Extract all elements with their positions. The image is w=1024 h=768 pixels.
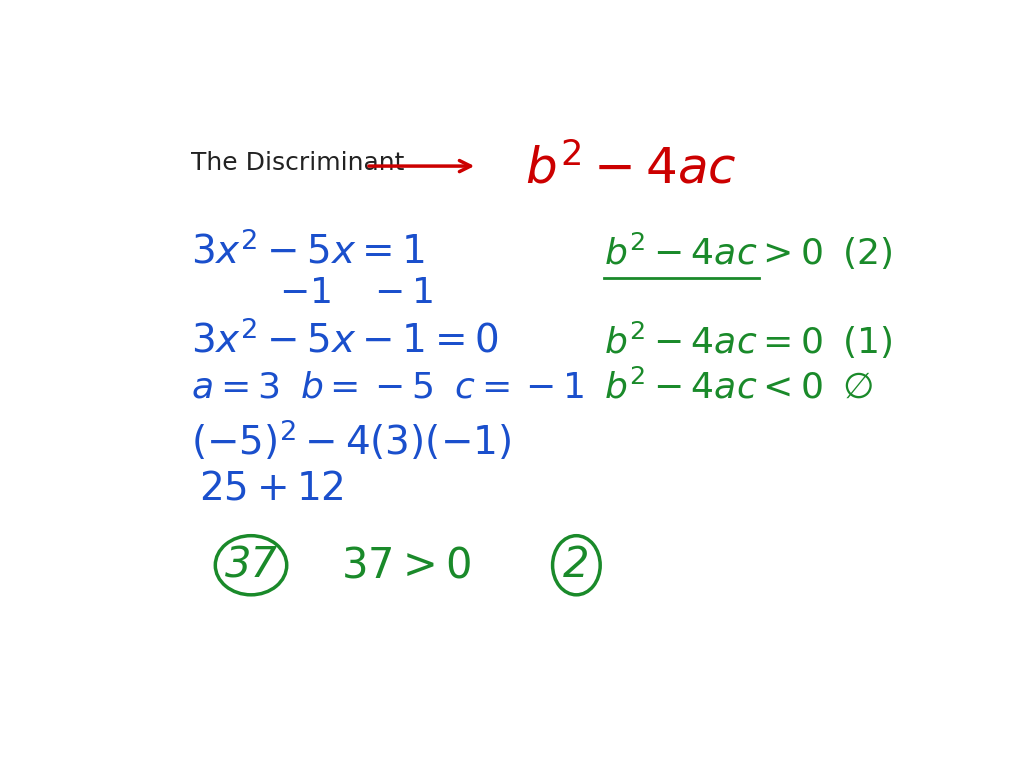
Text: $b^2-4ac = 0 \;\; (1)$: $b^2-4ac = 0 \;\; (1)$ xyxy=(604,320,893,361)
Text: $3x^2- 5x =1$: $3x^2- 5x =1$ xyxy=(191,232,426,272)
Text: $37 > 0$: $37 > 0$ xyxy=(341,545,471,586)
Text: $a{=}3 \;\; b{=}-5 \;\; c{=}-1$: $a{=}3 \;\; b{=}-5 \;\; c{=}-1$ xyxy=(191,371,585,405)
Text: The Discriminant: The Discriminant xyxy=(191,151,404,175)
Text: $b^2-4ac < 0 \;\; \emptyset$: $b^2-4ac < 0 \;\; \emptyset$ xyxy=(604,369,873,406)
Text: $(-5)^2- 4(3)(-1)$: $(-5)^2- 4(3)(-1)$ xyxy=(191,419,512,463)
Text: $-1 \quad -1$: $-1 \quad -1$ xyxy=(279,276,433,310)
Text: 2: 2 xyxy=(563,545,590,586)
Text: $b^2-4ac > 0 \;\; (2)$: $b^2-4ac > 0 \;\; (2)$ xyxy=(604,231,893,273)
Text: $25+12$: $25+12$ xyxy=(200,469,344,508)
Text: 37: 37 xyxy=(224,545,278,586)
Text: $b^2- 4ac$: $b^2- 4ac$ xyxy=(524,144,736,194)
Text: $3x^2- 5x -1 = 0$: $3x^2- 5x -1 = 0$ xyxy=(191,321,499,360)
